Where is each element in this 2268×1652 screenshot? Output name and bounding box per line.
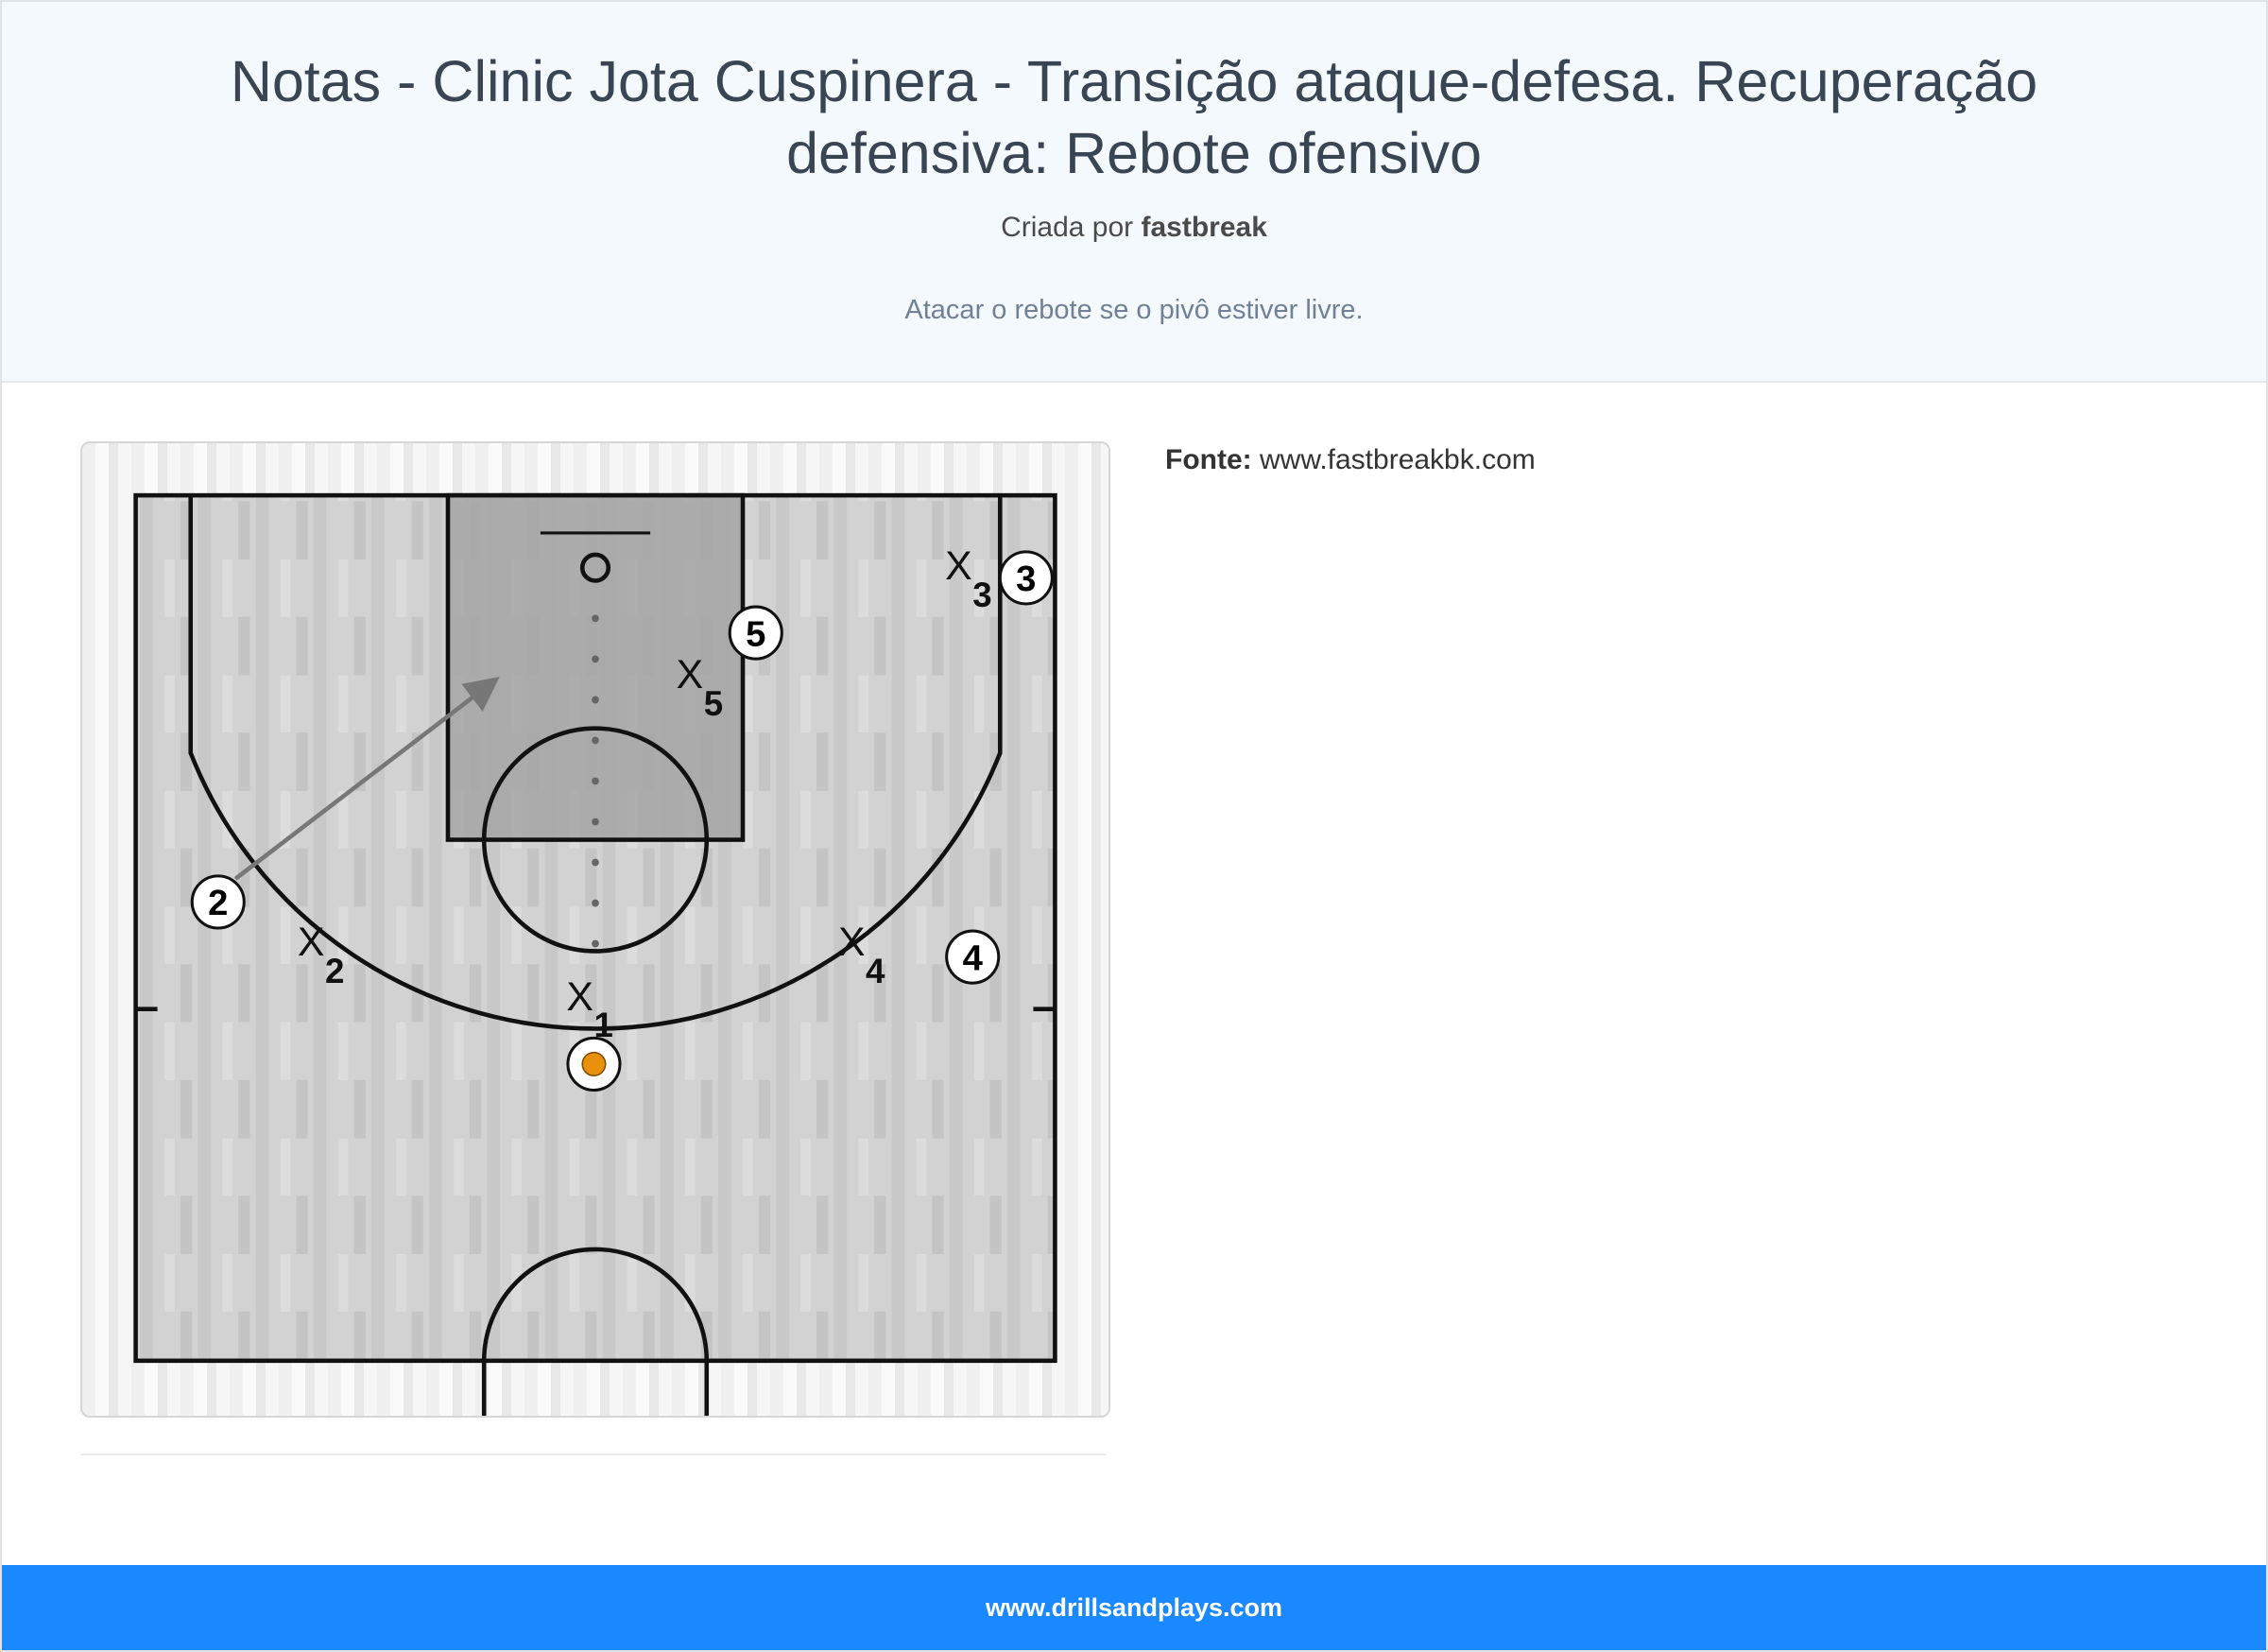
svg-text:2: 2 — [325, 952, 344, 990]
svg-text:4: 4 — [866, 952, 885, 990]
free-throw-circle — [481, 726, 710, 954]
movement-arrow — [233, 677, 500, 881]
player-label: 2 — [208, 883, 228, 923]
svg-text:5: 5 — [704, 684, 723, 723]
svg-text:X: X — [677, 652, 704, 697]
svg-text:X: X — [566, 974, 593, 1020]
description: Atacar o rebote se o pivô estiver livre. — [904, 295, 1364, 325]
offense-player-3[interactable]: 3 — [998, 550, 1054, 606]
three-point-line — [188, 495, 1003, 1031]
defender-3[interactable]: X3 — [945, 543, 991, 614]
page-header: Notas - Clinic Jota Cuspinera - Transiçã… — [2, 2, 2266, 383]
page-title: Notas - Clinic Jota Cuspinera - Transiçã… — [230, 49, 2038, 185]
offense-player-5[interactable]: 5 — [728, 605, 783, 661]
svg-text:X: X — [945, 543, 972, 589]
center-circle — [481, 1247, 710, 1416]
byline: Criada por fastbreak — [2, 212, 2266, 244]
court-svg: 2 3 4 5 X1 X2 X3 X4 X5 — [133, 492, 1057, 1416]
author-link[interactable]: fastbreak — [1141, 212, 1267, 243]
svg-text:X: X — [298, 920, 325, 965]
svg-text:1: 1 — [593, 1006, 612, 1044]
defender-4[interactable]: X4 — [838, 920, 885, 990]
defender-5[interactable]: X5 — [677, 652, 723, 723]
player-label: 3 — [1016, 559, 1036, 599]
offense-player-2[interactable]: 2 — [190, 874, 246, 930]
footer: www.drillsandplays.com — [2, 1565, 2266, 1650]
defender-2[interactable]: X2 — [298, 920, 344, 990]
player-label: 4 — [963, 938, 984, 978]
player-label: 5 — [746, 613, 765, 654]
svg-text:3: 3 — [972, 576, 991, 614]
defender-1[interactable]: X1 — [566, 974, 612, 1044]
source-value: www.fastbreakbk.com — [1259, 444, 1536, 475]
offense-player-4[interactable]: 4 — [945, 929, 1001, 985]
source-label: Fonte: — [1165, 444, 1252, 475]
source: Fonte: www.fastbreakbk.com — [1165, 444, 1536, 476]
footer-link[interactable]: www.drillsandplays.com — [985, 1593, 1283, 1622]
svg-text:X: X — [838, 920, 866, 965]
rim — [579, 552, 611, 583]
ball-handler[interactable] — [566, 1036, 622, 1092]
basketball-icon — [581, 1051, 607, 1076]
byline-prefix: Criada por — [1001, 212, 1134, 243]
divider — [80, 1454, 1107, 1455]
